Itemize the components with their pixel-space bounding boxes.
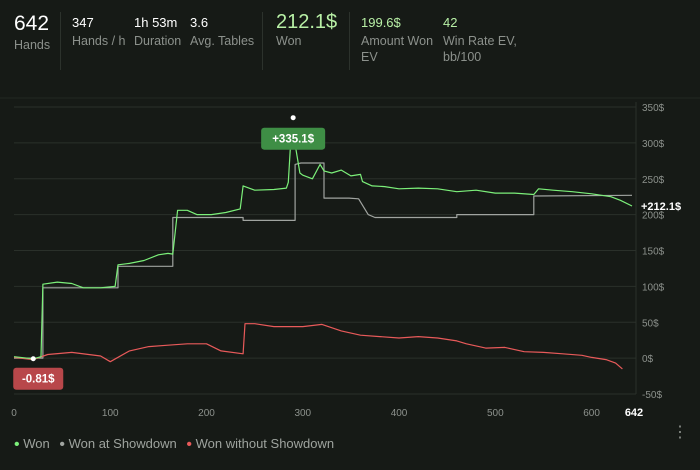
chart-legend: • Won • Won at Showdown • Won without Sh… — [14, 436, 340, 454]
y-tick-label: 0$ — [642, 354, 654, 365]
x-tick-label: 200 — [198, 408, 215, 419]
stat-avg-tables-label: Avg. Tables — [190, 34, 255, 48]
stat-win-rate-ev: 42 Win Rate EV, bb/100 — [443, 14, 517, 65]
legend-label-won: Won — [23, 436, 50, 451]
chart-markers: +335.1$ -0.81$ +212.1$ — [13, 115, 681, 390]
divider — [349, 12, 350, 70]
stat-duration-label: Duration — [134, 34, 182, 48]
stat-avg-tables-value: 3.6 — [190, 15, 209, 30]
y-tick-label: 350$ — [642, 103, 665, 114]
stat-amount-won-ev-value: 199.6$ — [361, 15, 401, 30]
stat-hands-per-hour: 347 Hands / h — [72, 14, 126, 49]
legend-dot-won: • — [14, 436, 20, 453]
legend-label-showdown: Won at Showdown — [68, 436, 177, 451]
chart-background — [0, 90, 700, 430]
y-tick-label: 200$ — [642, 211, 665, 222]
y-tick-label: 250$ — [642, 175, 665, 186]
y-tick-label: 100$ — [642, 282, 665, 293]
stat-duration: 1h 53m Duration — [134, 14, 181, 49]
stat-won-label: Won — [276, 34, 302, 48]
divider — [262, 12, 263, 70]
end-value-label: +212.1$ — [641, 201, 681, 213]
stat-hands-label: Hands — [14, 38, 51, 52]
x-end-label: 642 — [625, 407, 643, 419]
legend-label-non-showdown: Won without Showdown — [195, 436, 335, 451]
legend-dot-non-showdown: • — [186, 436, 192, 453]
max-badge — [261, 127, 326, 150]
stat-won: 212.1$ Won — [276, 11, 337, 49]
stat-amount-won-ev: 199.6$ Amount Won EV — [361, 14, 433, 65]
x-tick-label: 0 — [11, 408, 17, 419]
y-tick-label: -50$ — [642, 390, 662, 401]
stat-amount-won-ev-label-line2: EV — [361, 50, 378, 64]
min-badge-label: -0.81$ — [22, 374, 55, 386]
y-tick-label: 50$ — [642, 318, 659, 329]
stat-hands-value: 642 — [14, 12, 50, 35]
won-at-showdown-line — [14, 162, 633, 359]
x-tick-label: 100 — [102, 408, 119, 419]
stat-duration-value: 1h 53m — [134, 15, 178, 30]
y-axis-ticks: -50$ 0$ 50$ 100$ 150$ 200$ 250$ 300$ 350$ — [642, 103, 665, 401]
stat-hands-per-hour-label: Hands / h — [72, 34, 126, 48]
legend-item-showdown[interactable]: • Won at Showdown — [59, 436, 180, 453]
legend-item-non-showdown[interactable]: • Won without Showdown — [186, 436, 335, 453]
x-axis-ticks: 0 100 200 300 400 500 600 642 — [11, 407, 643, 419]
x-tick-label: 600 — [583, 408, 600, 419]
y-tick-label: 300$ — [642, 139, 665, 150]
y-tick-label: 150$ — [642, 247, 665, 258]
stats-bar: 642 Hands 347 Hands / h 1h 53m Duration … — [0, 0, 700, 80]
stat-avg-tables: 3.6 Avg. Tables — [190, 14, 254, 49]
stat-win-rate-ev-label-line1: Win Rate EV, — [443, 34, 517, 48]
stat-win-rate-ev-label: Win Rate EV, bb/100 — [443, 33, 517, 65]
x-tick-label: 300 — [294, 408, 311, 419]
divider — [60, 12, 61, 70]
stat-amount-won-ev-label-line1: Amount Won — [361, 34, 434, 48]
legend-dot-showdown: • — [59, 436, 65, 453]
x-tick-label: 500 — [487, 408, 504, 419]
kebab-icon[interactable]: ⋮ — [672, 424, 688, 441]
stat-hands: 642 Hands — [14, 12, 51, 53]
min-point-marker — [30, 356, 36, 362]
max-point-marker — [290, 115, 296, 121]
profit-chart[interactable]: -50$ 0$ 50$ 100$ 150$ 200$ 250$ 300$ 350$ 0 100 20… — [0, 90, 700, 430]
won-without-showdown-line — [13, 323, 623, 370]
stat-win-rate-ev-label-line2: bb/100 — [443, 50, 482, 64]
legend-item-won[interactable]: • Won — [14, 436, 53, 453]
x-tick-label: 400 — [391, 408, 408, 419]
stat-hands-per-hour-value: 347 — [72, 15, 94, 30]
stat-amount-won-ev-label: Amount Won EV — [361, 33, 433, 65]
stat-won-value: 212.1$ — [276, 11, 338, 33]
stat-win-rate-ev-value: 42 — [443, 15, 458, 30]
max-badge-label: +335.1$ — [272, 134, 314, 146]
min-badge — [13, 367, 64, 390]
